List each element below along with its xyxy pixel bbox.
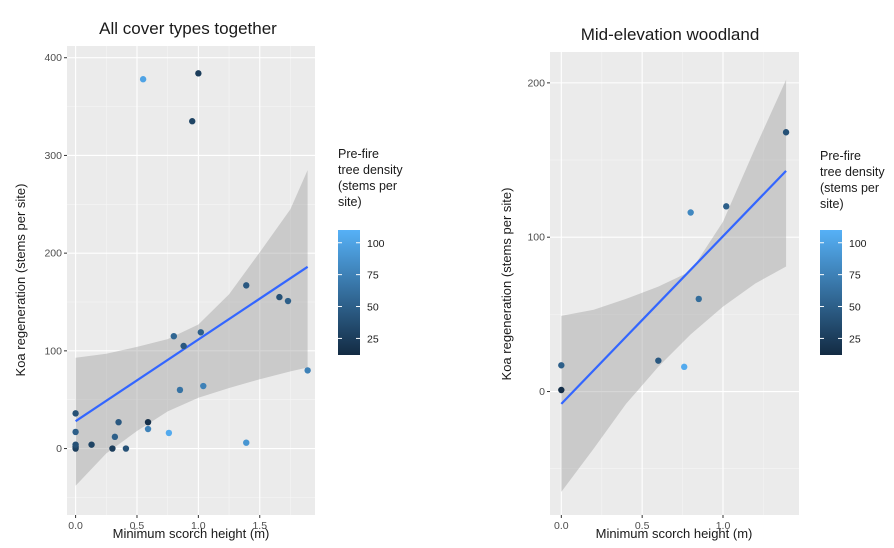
fit-line <box>560 170 787 405</box>
colorbar-tick-label: 25 <box>367 333 379 345</box>
data-point <box>115 418 122 426</box>
y-tick-label: 400 <box>44 52 62 64</box>
data-point <box>197 329 205 336</box>
y-tick-label: 300 <box>44 150 62 162</box>
x-tick-label: 0.0 <box>554 520 569 532</box>
data-point <box>304 367 311 374</box>
colorbar-legend: Pre-fire tree density (stems per site) 25 50 7… <box>338 147 403 355</box>
y-tick-label: 200 <box>527 77 545 89</box>
confidence-band-area <box>75 170 308 486</box>
data-point <box>111 433 119 441</box>
data-point <box>243 282 250 289</box>
data-points <box>72 70 311 452</box>
legend-title-line: (stems per <box>338 179 397 193</box>
data-point <box>655 357 662 364</box>
x-tick-label: 0.5 <box>130 520 145 532</box>
y-tick-label: 0 <box>539 386 545 398</box>
data-point <box>88 441 95 448</box>
y-tick-label: 100 <box>44 345 62 357</box>
colorbar-tick-label: 50 <box>849 302 861 314</box>
data-point <box>558 362 565 369</box>
chart-all-cover-types: All cover types together 0.0 0.5 1.0 1.5 0 1… <box>13 19 403 541</box>
legend-title-line: tree density <box>820 165 885 179</box>
data-point <box>243 439 250 446</box>
data-point <box>72 428 79 436</box>
y-tick-label: 100 <box>527 232 545 244</box>
plot-panel <box>550 52 799 515</box>
chart-title: All cover types together <box>99 19 277 38</box>
data-point <box>122 445 130 452</box>
grid-lines <box>550 52 799 515</box>
colorbar-tick-label: 25 <box>849 333 861 345</box>
colorbar-tick-label: 50 <box>367 302 379 314</box>
colorbar-tick-label: 100 <box>367 238 385 250</box>
regression-line <box>560 170 787 405</box>
data-point <box>200 382 207 390</box>
data-point <box>723 203 730 210</box>
colorbar <box>338 230 360 355</box>
data-point <box>180 342 187 350</box>
legend-title-line: site) <box>338 195 362 209</box>
data-point <box>276 293 283 301</box>
y-tick-label: 0 <box>56 443 62 455</box>
data-point <box>72 441 79 448</box>
x-tick-label: 0.5 <box>635 520 650 532</box>
regression-line <box>74 265 309 423</box>
x-axis-label: Minimum scorch height (m) <box>596 526 753 541</box>
chart-title: Mid-elevation woodland <box>581 25 760 44</box>
data-point <box>72 410 79 417</box>
y-axis-label: Koa regeneration (stems per site) <box>499 188 514 381</box>
data-point <box>144 418 152 426</box>
colorbar-tick-label: 75 <box>367 270 379 282</box>
data-point <box>681 363 688 371</box>
chart-mid-elevation-woodland: Mid-elevation woodland 0.0 0.5 1.0 0 100 200… <box>499 25 885 541</box>
data-point <box>558 386 565 394</box>
data-point <box>189 118 196 125</box>
data-point <box>782 129 790 136</box>
legend-title-line: site) <box>820 197 844 211</box>
x-axis-ticks: 0.0 0.5 1.0 <box>554 515 730 532</box>
data-point <box>687 209 694 216</box>
colorbar-legend: Pre-fire tree density (stems per site) 25 50 7… <box>820 149 885 355</box>
y-axis-ticks: 0 100 200 <box>527 77 550 398</box>
grid-lines <box>67 46 315 515</box>
y-axis-ticks: 0 100 200 300 400 <box>44 52 67 455</box>
colorbar-tick-label: 100 <box>849 238 867 250</box>
x-axis-ticks: 0.0 0.5 1.0 1.5 <box>68 515 267 532</box>
x-axis-label: Minimum scorch height (m) <box>113 526 270 541</box>
legend-title-line: (stems per <box>820 181 879 195</box>
data-point <box>109 445 116 452</box>
y-axis-label: Koa regeneration (stems per site) <box>13 184 28 377</box>
legend-title-line: Pre-fire <box>820 149 861 163</box>
colorbar <box>820 230 842 355</box>
data-point <box>139 76 147 83</box>
data-point <box>170 332 178 340</box>
data-point <box>284 297 292 305</box>
legend-title-line: tree density <box>338 163 403 177</box>
x-tick-label: 1.0 <box>716 520 731 532</box>
data-point <box>195 70 202 77</box>
data-point <box>144 425 152 433</box>
data-points <box>558 129 790 394</box>
fit-line <box>74 265 309 423</box>
data-point <box>176 386 184 394</box>
x-tick-label: 1.5 <box>252 520 267 532</box>
x-tick-label: 0.0 <box>68 520 83 532</box>
legend-title-line: Pre-fire <box>338 147 379 161</box>
data-point <box>165 429 173 437</box>
x-tick-label: 1.0 <box>191 520 206 532</box>
y-tick-label: 200 <box>44 248 62 260</box>
colorbar-tick-label: 75 <box>849 270 861 282</box>
confidence-band <box>75 170 308 486</box>
data-point <box>695 295 702 303</box>
